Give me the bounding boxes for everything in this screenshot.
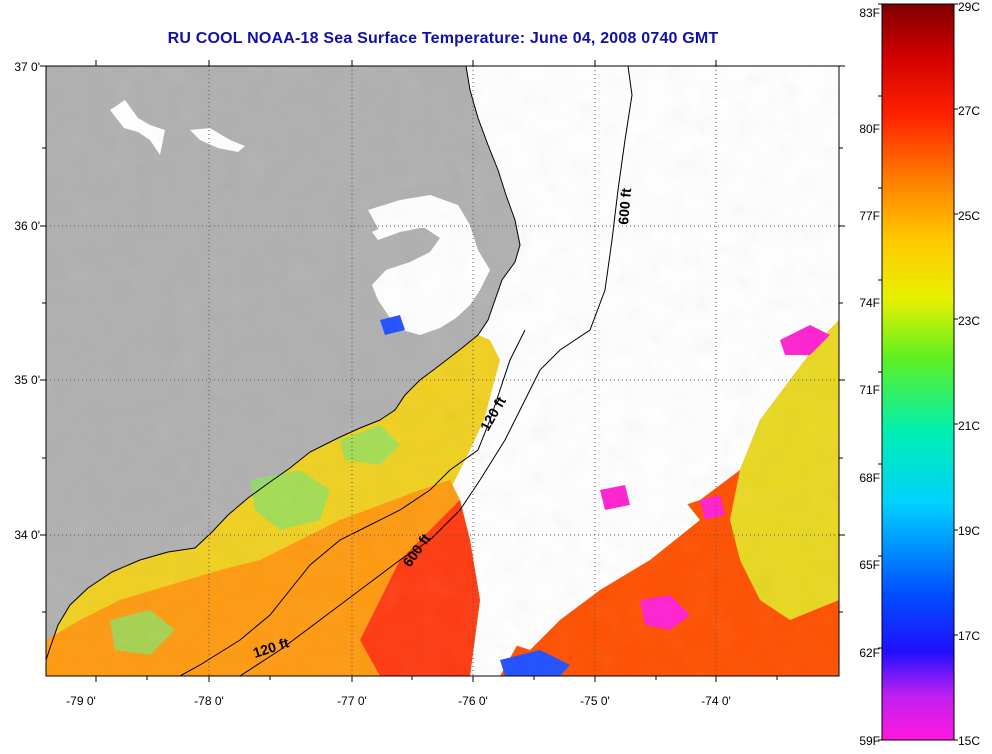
graticule: [46, 66, 839, 676]
colorbar-label-74f: 74F: [859, 296, 880, 310]
lat-label-35: 35 0': [14, 373, 40, 387]
colorbar-label-25c: 25C: [958, 209, 981, 223]
lat-label-36: 36 0': [14, 219, 40, 233]
coastline: [46, 66, 521, 661]
lon-label-78: -78 0': [194, 694, 224, 708]
sst-texture: [46, 66, 839, 676]
colorbar-label-83f: 83F: [859, 6, 880, 20]
colorbar-label-23c: 23C: [958, 314, 981, 328]
frame-ticks: [40, 60, 845, 682]
colorbar-ticks: [878, 3, 958, 741]
colorbar-label-19c: 19C: [958, 524, 981, 538]
colorbar-label-62f: 62F: [859, 646, 880, 660]
lon-label-74: -74 0': [701, 694, 731, 708]
colorbar-label-59f: 59F: [859, 734, 880, 748]
lon-label-79: -79 0': [66, 694, 96, 708]
colorbar-label-15c: 15C: [958, 734, 981, 748]
isobath-label-600-north: 600 ft: [615, 187, 634, 225]
map-title: RU COOL NOAA-18 Sea Surface Temperature:…: [167, 30, 719, 47]
map-frame: [45, 65, 840, 677]
lat-label-34: 34 0': [14, 528, 40, 542]
colorbar-label-65f: 65F: [859, 558, 880, 572]
colorbar-label-29c: 29C: [958, 0, 981, 14]
colorbar-label-68f: 68F: [859, 471, 880, 485]
colorbar-label-80f: 80F: [859, 122, 880, 136]
lon-label-75: -75 0': [580, 694, 610, 708]
colorbar-label-77f: 77F: [859, 209, 880, 223]
lon-label-77: -77 0': [337, 694, 367, 708]
colorbar-label-27c: 27C: [958, 104, 981, 118]
lon-label-76: -76 0': [458, 694, 488, 708]
isobath-120ft: [179, 329, 526, 676]
colorbar-label-71f: 71F: [859, 383, 880, 397]
lat-label-37: 37 0': [14, 60, 40, 74]
isobath-600ft: [239, 66, 633, 676]
colorbar-label-21c: 21C: [958, 419, 981, 433]
colorbar-label-17c: 17C: [958, 629, 981, 643]
colorbar: [881, 3, 955, 741]
